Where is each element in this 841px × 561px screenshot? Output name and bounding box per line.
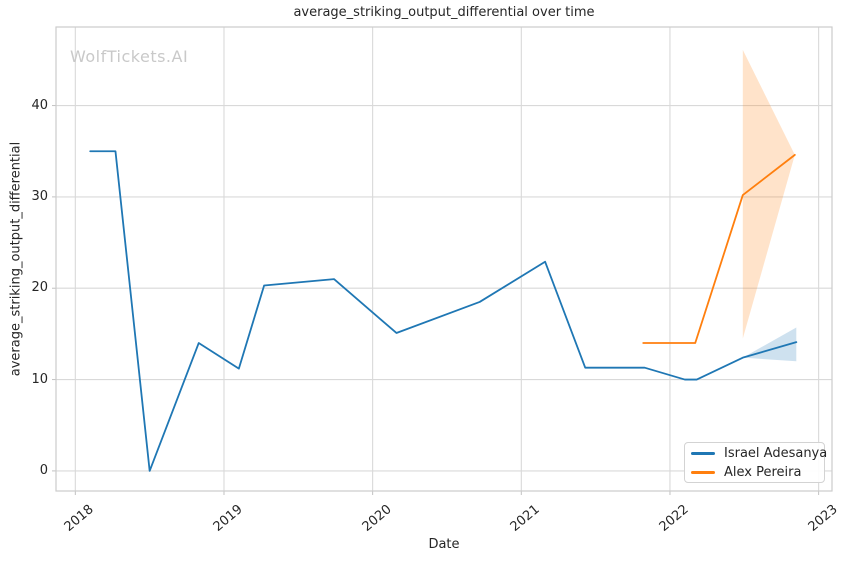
legend-swatch-israel-adesanya	[691, 451, 715, 455]
y-axis-label: average_striking_output_differential	[8, 141, 24, 377]
legend-swatch-alex-pereira	[691, 470, 715, 474]
series-line-israel-adesanya	[89, 150, 798, 472]
series-line-alex-pereira	[642, 153, 796, 344]
y-tick-label: 40	[31, 97, 48, 113]
y-tick-label: 10	[31, 371, 48, 387]
chart-title: average_striking_output_differential ove…	[293, 5, 595, 20]
y-tick-label: 0	[39, 462, 48, 478]
legend-item-israel-adesanya: Israel Adesanya	[691, 445, 827, 461]
watermark: WolfTickets.AI	[70, 47, 189, 66]
plot-border	[55, 26, 833, 492]
legend-label: Israel Adesanya	[724, 445, 828, 461]
x-axis-label: Date	[428, 537, 460, 552]
y-tick-label: 30	[31, 188, 48, 204]
confidence-band-alex-pereira	[742, 49, 795, 339]
legend-item-alex-pereira: Alex Pereira	[691, 464, 818, 480]
y-tick-label: 20	[31, 280, 48, 296]
legend: Israel Adesanya Alex Pereira	[684, 442, 827, 483]
legend-label: Alex Pereira	[724, 464, 802, 480]
